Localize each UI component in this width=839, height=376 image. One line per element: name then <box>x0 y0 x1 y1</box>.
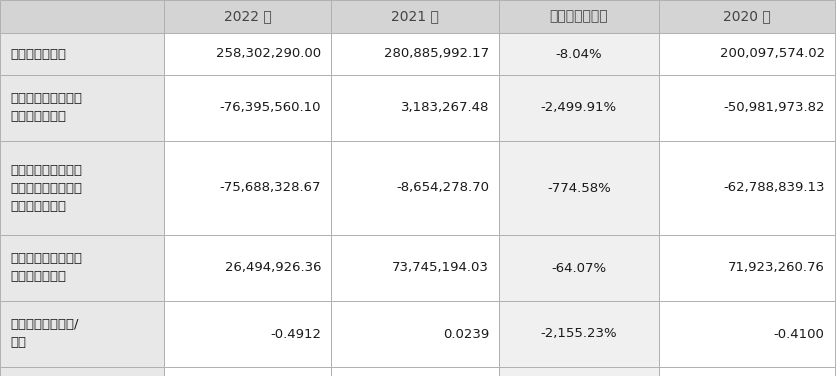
Text: -76,395,560.10: -76,395,560.10 <box>220 102 321 115</box>
Text: -0.4912: -0.4912 <box>270 327 321 341</box>
Text: -2,499.91%: -2,499.91% <box>541 102 617 115</box>
Bar <box>659 367 835 376</box>
Text: 0.0239: 0.0239 <box>443 327 489 341</box>
Bar <box>499 301 659 367</box>
Text: 2020 年: 2020 年 <box>723 9 770 23</box>
Text: 73,745,194.03: 73,745,194.03 <box>393 261 489 274</box>
Bar <box>0 75 164 141</box>
Bar <box>659 235 835 301</box>
Bar <box>499 235 659 301</box>
Bar <box>0 367 164 376</box>
Text: -774.58%: -774.58% <box>547 182 611 194</box>
Text: 归属于上市公司股东
的扣除非经常性损益
的净利润（元）: 归属于上市公司股东 的扣除非经常性损益 的净利润（元） <box>10 164 82 212</box>
Bar <box>164 235 331 301</box>
Text: -2,155.23%: -2,155.23% <box>540 327 618 341</box>
Text: 3,183,267.48: 3,183,267.48 <box>401 102 489 115</box>
Text: 2022 年: 2022 年 <box>224 9 271 23</box>
Text: -8,654,278.70: -8,654,278.70 <box>396 182 489 194</box>
Text: 258,302,290.00: 258,302,290.00 <box>216 47 321 61</box>
Bar <box>0 235 164 301</box>
Bar <box>499 367 659 376</box>
Bar <box>499 0 659 33</box>
Bar <box>659 301 835 367</box>
Bar <box>164 367 331 376</box>
Bar <box>659 75 835 141</box>
Bar <box>331 301 499 367</box>
Bar <box>331 75 499 141</box>
Bar <box>0 141 164 235</box>
Bar <box>659 141 835 235</box>
Bar <box>499 33 659 75</box>
Bar <box>164 141 331 235</box>
Text: 26,494,926.36: 26,494,926.36 <box>225 261 321 274</box>
Text: -64.07%: -64.07% <box>551 261 607 274</box>
Bar <box>659 0 835 33</box>
Text: 基本每股收益（元/
股）: 基本每股收益（元/ 股） <box>10 318 79 350</box>
Bar <box>164 0 331 33</box>
Text: -62,788,839.13: -62,788,839.13 <box>723 182 825 194</box>
Bar <box>0 301 164 367</box>
Text: -75,688,328.67: -75,688,328.67 <box>220 182 321 194</box>
Bar <box>499 141 659 235</box>
Text: 200,097,574.02: 200,097,574.02 <box>720 47 825 61</box>
Bar <box>331 141 499 235</box>
Text: 营业收入（元）: 营业收入（元） <box>10 47 66 61</box>
Text: 280,885,992.17: 280,885,992.17 <box>384 47 489 61</box>
Bar <box>331 0 499 33</box>
Text: -50,981,973.82: -50,981,973.82 <box>723 102 825 115</box>
Text: -8.04%: -8.04% <box>555 47 602 61</box>
Text: 2021 年: 2021 年 <box>391 9 440 23</box>
Bar <box>499 75 659 141</box>
Bar <box>331 33 499 75</box>
Bar <box>0 33 164 75</box>
Bar <box>331 235 499 301</box>
Text: 本年比上年增减: 本年比上年增减 <box>550 9 608 23</box>
Bar <box>164 75 331 141</box>
Text: 71,923,260.76: 71,923,260.76 <box>728 261 825 274</box>
Bar <box>0 0 164 33</box>
Text: 经营活动产生的现金
流量净额（元）: 经营活动产生的现金 流量净额（元） <box>10 253 82 284</box>
Text: 归属于上市公司股东
的净利润（元）: 归属于上市公司股东 的净利润（元） <box>10 92 82 123</box>
Bar <box>164 301 331 367</box>
Text: -0.4100: -0.4100 <box>774 327 825 341</box>
Bar <box>164 33 331 75</box>
Bar <box>659 33 835 75</box>
Bar <box>331 367 499 376</box>
